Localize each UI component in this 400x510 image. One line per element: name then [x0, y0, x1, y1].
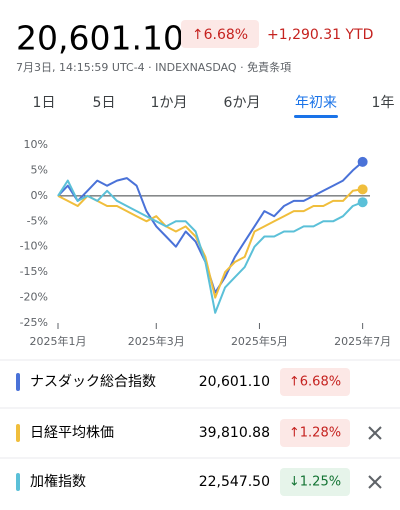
legend-name: 加権指数	[30, 473, 86, 490]
quote-value: 22,547.50	[199, 474, 270, 490]
legend-name: ナスダック総合指数	[30, 374, 156, 390]
end-dot	[357, 197, 368, 208]
y-tick-label: 5%	[31, 163, 48, 176]
end-dot	[357, 156, 368, 167]
ytd: +1,290.31 YTD	[267, 27, 373, 43]
y-tick-label: -20%	[20, 291, 48, 304]
legend-name: 日経平均株価	[30, 425, 114, 441]
quote-value: 20,601.10	[199, 374, 270, 390]
quote-change: ↑1.28%	[289, 426, 341, 441]
quote-change: ↓1.25%	[289, 475, 341, 490]
legend-swatch	[16, 373, 20, 391]
meta: 7月3日, 14:15:59 UTC-4 · INDEXNASDAQ · 免責条…	[16, 60, 291, 74]
quote-value: 39,810.88	[199, 425, 270, 441]
tab[interactable]: 1年	[372, 95, 395, 111]
series-line	[57, 161, 364, 294]
tab[interactable]: 1日	[33, 95, 56, 111]
close-icon[interactable]	[368, 475, 382, 489]
legend-swatch	[16, 424, 20, 442]
y-tick-label: -10%	[20, 240, 48, 253]
change-pill	[280, 368, 350, 396]
series-line	[57, 179, 363, 314]
price: 20,601.10	[16, 19, 184, 58]
y-tick-label: -15%	[20, 265, 48, 278]
tab[interactable]: 5日	[93, 95, 116, 111]
end-dot	[357, 184, 368, 195]
tab[interactable]: 6か月	[224, 95, 261, 111]
legend-swatch	[16, 473, 20, 491]
tab[interactable]: 年初来	[295, 94, 337, 111]
change-pill	[280, 468, 350, 496]
change-pill	[181, 20, 259, 48]
series-line	[57, 188, 363, 299]
change-pill	[280, 419, 350, 447]
y-tick-label: 0%	[31, 189, 48, 202]
y-tick-label: -25%	[20, 316, 48, 329]
quote-change: ↑6.68%	[289, 375, 341, 390]
x-tick-label: 2025年5月	[231, 334, 288, 348]
close-icon[interactable]	[368, 426, 382, 440]
y-tick-label: 10%	[24, 138, 48, 151]
change: ↑6.68%	[192, 27, 248, 43]
tab-underline	[294, 115, 338, 118]
x-tick-label: 2025年7月	[334, 334, 391, 348]
y-tick-label: -5%	[27, 214, 48, 227]
x-tick-label: 2025年1月	[30, 334, 87, 348]
x-tick-label: 2025年3月	[128, 334, 185, 348]
tab[interactable]: 1か月	[151, 95, 188, 111]
